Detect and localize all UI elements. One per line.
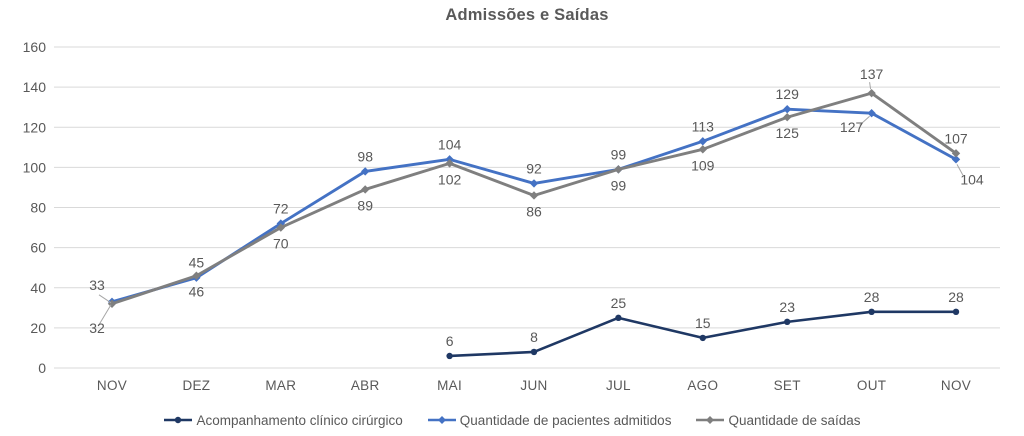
series-0-marker	[699, 334, 706, 342]
series-0-data-label: 25	[611, 295, 627, 311]
series-0-marker	[446, 352, 453, 360]
chart-title: Admissões e Saídas	[445, 6, 609, 24]
series-2-marker	[445, 159, 454, 168]
y-axis-tick-label: 160	[23, 39, 47, 55]
series-2-data-label: 70	[273, 236, 289, 252]
x-axis-tick-label: OUT	[857, 378, 886, 393]
x-axis-tick-label: ABR	[351, 378, 380, 393]
series-2-marker	[529, 191, 539, 200]
legend-label: Quantidade de pacientes admitidos	[459, 412, 672, 428]
legend-label: Acompanhamento clínico cirúrgico	[196, 412, 403, 428]
series-1-data-label: 129	[776, 86, 800, 102]
series-2-marker	[276, 223, 285, 232]
label-leader-line	[956, 164, 964, 176]
legend-item-1: Quantidade de pacientes admitidos	[427, 412, 672, 428]
y-axis-tick-label: 0	[38, 360, 46, 376]
series-1-marker	[529, 179, 539, 188]
series-2-data-label: 102	[438, 171, 462, 187]
series-0-marker	[952, 308, 960, 316]
series-2-data-label: 137	[860, 66, 884, 82]
x-axis-tick-label: NOV	[941, 378, 971, 393]
series-1-data-label: 113	[692, 118, 715, 134]
series-1-data-label: 98	[357, 148, 373, 164]
legend-item-2: Quantidade de saídas	[695, 412, 861, 428]
label-leader-line	[859, 115, 870, 126]
label-leader-line	[869, 82, 872, 90]
chart-legend: Acompanhamento clínico cirúrgico Quantida…	[40, 406, 984, 434]
series-2-marker	[614, 165, 623, 174]
x-axis-tick-label: NOV	[97, 378, 127, 393]
x-axis-tick-label: DEZ	[182, 378, 210, 393]
series-0-data-label: 23	[779, 299, 795, 315]
x-axis-tick-label: SET	[774, 378, 801, 393]
series-2-marker	[192, 271, 201, 280]
series-0-data-label: 28	[864, 289, 880, 305]
series-1-data-label: 104	[438, 136, 462, 152]
series-2-data-label: 86	[526, 203, 542, 219]
series-1-data-label: 45	[189, 255, 205, 271]
series-2-marker	[361, 185, 370, 194]
series-1-data-label: 104	[960, 171, 984, 187]
series-1-marker	[867, 109, 876, 118]
series-1-data-label: 99	[611, 146, 627, 162]
x-axis-tick-label: JUN	[520, 378, 547, 393]
series-2-marker	[867, 88, 876, 98]
legend-line-marker-icon	[696, 416, 725, 424]
series-0-marker	[784, 318, 791, 326]
series-2-marker	[698, 145, 707, 154]
y-axis-tick-label: 20	[30, 320, 46, 336]
y-axis-tick-label: 60	[30, 240, 46, 256]
series-1-data-label: 33	[89, 277, 105, 293]
series-1-data-label: 72	[273, 201, 289, 217]
series-2-data-label: 89	[357, 197, 373, 213]
series-1-marker	[698, 137, 707, 146]
y-axis-tick-label: 100	[23, 159, 47, 175]
legend-label: Quantidade de saídas	[728, 412, 861, 428]
y-axis-tick-label: 80	[30, 200, 46, 216]
series-1-marker	[361, 167, 370, 176]
series-0-data-label: 15	[695, 315, 711, 331]
series-0-data-label: 6	[446, 333, 454, 349]
series-0-data-label: 8	[530, 329, 538, 345]
series-2-data-label: 99	[611, 177, 627, 193]
y-axis-tick-label: 40	[30, 280, 46, 296]
x-axis-tick-label: MAI	[437, 378, 462, 393]
series-1-data-label: 92	[526, 160, 542, 176]
x-axis-tick-label: MAR	[265, 378, 296, 393]
y-axis-tick-label: 140	[23, 79, 47, 95]
label-leader-line	[98, 304, 112, 326]
series-2-data-label: 46	[189, 284, 205, 300]
series-0-marker	[868, 308, 875, 316]
series-2-marker	[783, 113, 792, 122]
x-axis-tick-label: JUL	[606, 378, 631, 393]
legend-item-0: Acompanhamento clínico cirúrgico	[163, 412, 403, 428]
series-2-data-label: 109	[691, 157, 715, 173]
series-2-data-label: 107	[944, 130, 968, 146]
y-axis-tick-label: 120	[23, 119, 47, 135]
series-2-marker	[951, 149, 961, 158]
x-axis-tick-label: AGO	[687, 378, 718, 393]
series-1-data-label: 127	[840, 119, 864, 135]
series-1-marker	[951, 155, 961, 164]
legend-line-marker-icon	[164, 416, 193, 424]
series-2-data-label: 32	[89, 320, 105, 336]
series-1-marker	[783, 104, 792, 114]
legend-line-marker-icon	[427, 416, 456, 424]
series-0-marker	[615, 314, 622, 322]
label-leader-line	[98, 294, 112, 304]
series-0-data-label: 28	[948, 289, 964, 305]
series-0-marker	[530, 348, 538, 356]
series-2-data-label: 125	[776, 125, 800, 141]
line-chart-plot: 0 20 40 60 80 100 120 140 160 NOV DEZ MAR ABR MAI JUN J…	[23, 39, 1000, 393]
